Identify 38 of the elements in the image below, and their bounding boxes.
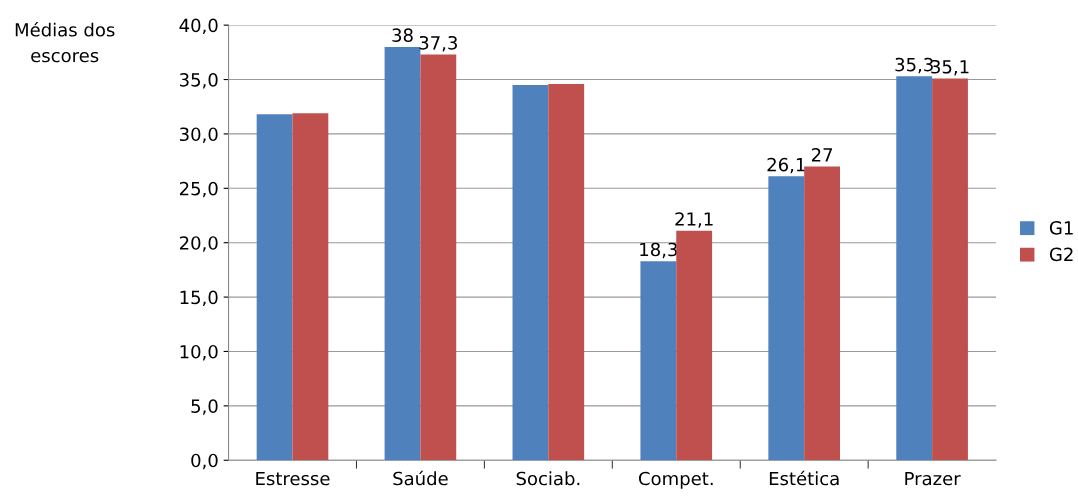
bar [932,78,968,461]
bar [292,113,329,461]
data-label: 35,3 [895,57,933,74]
bar [384,46,421,461]
x-tick-label: Estresse [256,471,330,486]
y-axis-title: Médias dos escores [15,21,115,63]
y-tick-label: 5,0 [191,399,218,415]
y-tick-label: 10,0 [180,344,218,361]
bar [676,230,713,461]
y-tick-label: 0,0 [191,453,218,470]
y-tick-label: 25,0 [179,181,218,198]
data-label: 27 [811,148,833,162]
bar [548,83,585,461]
bar [512,84,549,461]
legend-label: G2 [1049,247,1073,262]
y-tick-label: 15,0 [180,290,218,307]
x-tick-label: Prazer [905,471,961,486]
x-tick-label: Saúde [393,470,448,486]
bar [256,114,293,461]
x-tick-label: Estética [769,470,839,486]
bar [896,76,933,461]
data-label: 35,1 [931,59,969,76]
y-tick-label: 30,0 [179,127,218,143]
y-tick-label: 20,0 [179,236,218,252]
x-tick-label: Sociab. [516,471,580,486]
data-label: 18,3 [640,242,678,259]
x-tick-label: Compet. [638,471,713,489]
data-label: 37,3 [419,35,457,52]
data-label: 38 [392,28,413,43]
bar [768,176,805,461]
bar [420,54,457,461]
y-tick-label: 40,0 [179,18,218,35]
legend-label: G1 [1049,221,1073,235]
y-tick-label: 35,0 [179,73,218,89]
data-label: 26,1 [767,157,805,174]
bar [640,261,677,461]
bar [804,166,841,461]
data-label: 21,1 [675,212,713,228]
